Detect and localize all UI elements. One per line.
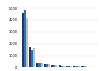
Bar xyxy=(24,10,26,67)
Bar xyxy=(70,66,72,67)
Bar xyxy=(55,65,57,67)
Bar xyxy=(44,64,46,67)
Bar xyxy=(73,66,75,67)
Bar xyxy=(81,66,83,67)
Bar xyxy=(26,18,28,67)
Bar xyxy=(41,63,43,67)
Bar xyxy=(59,65,61,67)
Bar xyxy=(66,66,68,67)
Bar xyxy=(51,65,53,67)
Bar xyxy=(78,66,80,67)
Bar xyxy=(46,64,48,67)
Bar xyxy=(75,66,78,67)
Bar xyxy=(36,63,38,67)
Bar xyxy=(68,66,70,67)
Bar xyxy=(61,66,63,67)
Bar xyxy=(29,47,31,67)
Bar xyxy=(53,65,55,67)
Bar xyxy=(22,13,24,67)
Bar xyxy=(31,50,33,67)
Bar xyxy=(48,64,50,67)
Bar xyxy=(38,63,41,67)
Bar xyxy=(33,48,35,67)
Bar xyxy=(83,66,85,67)
Bar xyxy=(85,66,87,67)
Bar xyxy=(63,66,65,67)
